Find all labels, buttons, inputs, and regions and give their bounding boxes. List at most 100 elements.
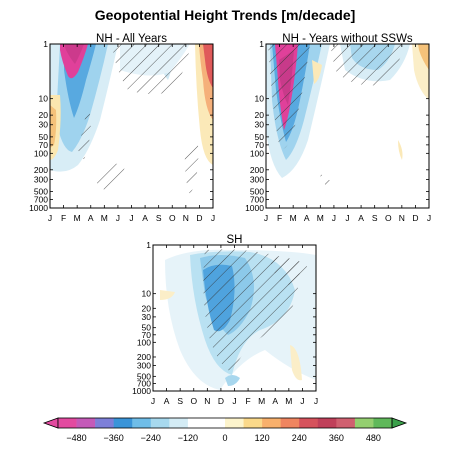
x-tick-label: J [211,213,215,223]
y-tick-label: 200 [137,352,151,362]
y-tick-label: 70 [142,330,152,340]
x-tick-label: J [116,213,120,223]
x-tick-label: A [164,396,170,406]
y-tick-label: 700 [250,195,264,205]
y-tick-label: 20 [142,303,152,313]
y-tick-label: 30 [142,312,152,322]
x-tick-label: D [412,213,418,223]
y-tick-label: 10 [142,289,152,299]
colorbar-swatch [58,418,77,428]
hatch-region-tongue [78,105,91,160]
x-tick-label: F [277,213,282,223]
y-tick-label: 1 [146,240,151,250]
colorbar-swatch [317,418,337,428]
colorbar-swatch [225,418,244,428]
hatch-region-lower [95,163,125,190]
y-tick-label: 1000 [132,386,151,396]
x-tick-label: M [101,213,108,223]
colorbar-tick-label: −480 [66,433,86,443]
colorbar-frame [57,417,393,429]
x-tick-label: J [48,213,52,223]
hatch-region-upper [330,44,405,86]
colorbar-min-arrow [42,417,59,429]
colorbar-tick-label: −360 [104,433,124,443]
x-tick-label: M [317,213,324,223]
x-tick-label: S [177,396,183,406]
hatch-region-core [268,44,310,150]
x-tick-label: M [285,396,292,406]
hatch-region-upper [112,44,190,95]
x-tick-label: N [399,213,405,223]
y-tick-label: 200 [250,165,264,175]
colorbar-swatch [373,418,393,428]
x-tick-label: J [314,396,318,406]
colorbar-tick-label: 240 [292,433,307,443]
panel-title: NH - Years without SSWs [282,33,413,45]
x-tick-label: A [142,213,148,223]
x-tick-label: J [300,396,304,406]
y-tick-label: 700 [34,195,48,205]
hatch-region-small [318,172,332,186]
y-tick-label: 70 [255,140,265,150]
y-tick-label: 20 [255,110,265,120]
x-tick-label: J [427,213,431,223]
y-tick-label: 1000 [245,203,264,213]
x-tick-label: M [74,213,81,223]
colorbar-tick-label: 0 [222,433,227,443]
figure-title: Geopotential Height Trends [m/decade] [95,7,356,23]
y-tick-label: 30 [255,120,265,130]
x-tick-label: A [272,396,278,406]
x-tick-label: F [245,396,250,406]
colorbar-swatch [113,418,133,428]
x-tick-label: O [169,213,176,223]
colorbar-swatch [76,418,96,428]
colorbar-max-arrow [391,417,408,429]
x-tick-label: J [345,213,349,223]
y-tick-label: 300 [34,174,48,184]
colorbar-swatch [336,418,356,428]
x-tick-label: J [264,213,268,223]
y-tick-label: 100 [250,148,264,158]
y-tick-label: 300 [137,361,151,371]
panel-title: SH [227,234,243,246]
x-tick-label: O [190,396,197,406]
x-tick-label: M [258,396,265,406]
colorbar-swatch [169,418,189,428]
y-tick-label: 50 [255,132,265,142]
x-tick-label: S [372,213,378,223]
colorbar-tick-label: 120 [255,433,270,443]
colorbar-swatch [262,418,281,428]
hatch-region-right [270,257,310,285]
x-tick-label: F [61,213,66,223]
x-tick-label: J [232,396,236,406]
colorbar: −480 −360 −240 −120 0 120 240 360 480 [42,417,408,443]
colorbar-swatch [187,418,207,428]
colorbar-swatch [243,418,263,428]
x-tick-label: N [204,396,210,406]
y-tick-label: 200 [34,165,48,175]
colorbar-tick-label: −240 [141,433,161,443]
colorbar-swatch [299,418,319,428]
x-tick-label: D [196,213,202,223]
y-tick-label: 100 [137,337,151,347]
y-tick-label: 1 [43,39,48,49]
y-tick-label: 70 [39,140,49,150]
colorbar-swatch [354,418,374,428]
y-tick-label: 700 [137,378,151,388]
panel-title: NH - All Years [96,33,167,45]
colorbar-swatch [95,418,114,428]
colorbar-tick-label: 360 [329,433,344,443]
y-tick-label: 500 [250,187,264,197]
x-tick-label: A [358,213,364,223]
x-tick-label: A [304,213,310,223]
colorbar-swatch [206,418,226,428]
x-tick-label: D [218,396,224,406]
